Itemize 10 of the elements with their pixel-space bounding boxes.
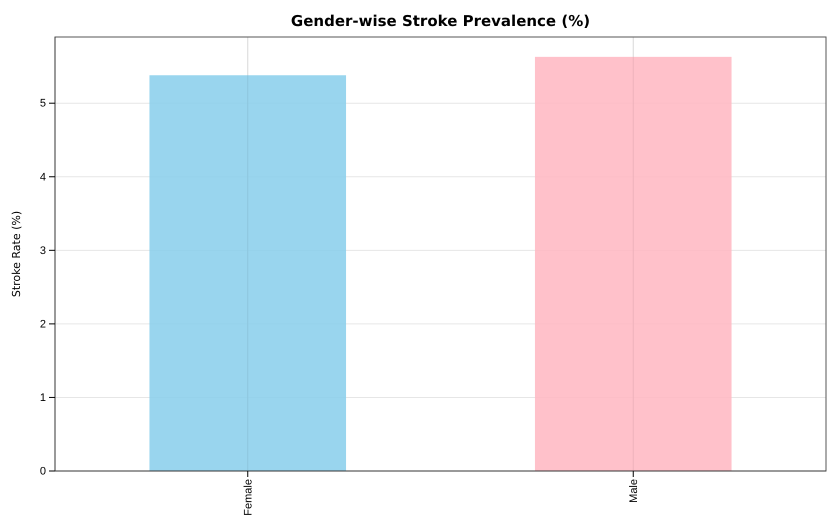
y-tick-label: 0 (40, 466, 46, 478)
y-tick-label: 4 (40, 171, 46, 184)
y-tick-label: 5 (40, 98, 46, 110)
x-tick-label: Female (242, 479, 255, 516)
y-tick-label: 2 (40, 318, 46, 330)
y-tick-label: 3 (40, 244, 46, 257)
x-tick-label: Male (628, 479, 640, 503)
y-tick-label: 1 (40, 392, 46, 404)
y-axis-title: Stroke Rate (%) (10, 210, 23, 298)
chart-title: Gender-wise Stroke Prevalence (%) (290, 12, 590, 30)
